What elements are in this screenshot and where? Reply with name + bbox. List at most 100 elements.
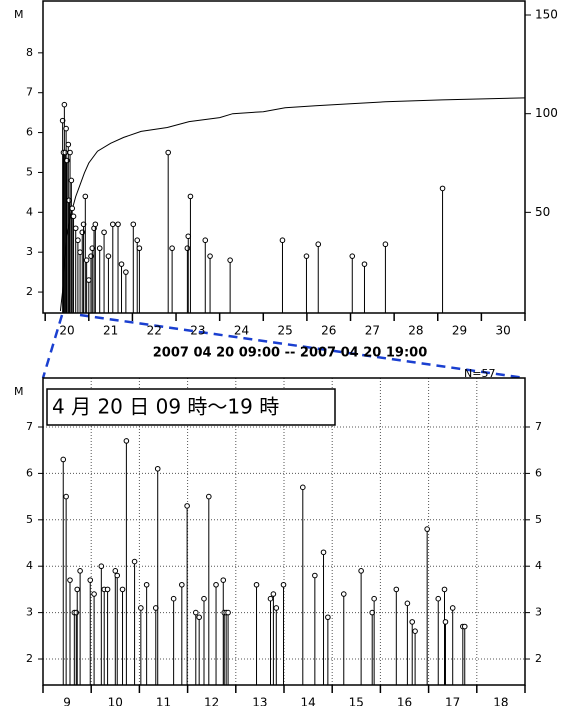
stem-marker: [184, 503, 190, 509]
stem-marker: [424, 526, 430, 532]
stem-marker: [213, 581, 219, 588]
stem-marker: [187, 193, 194, 200]
stem-marker: [112, 568, 119, 574]
stem-marker: [227, 257, 233, 263]
stem-marker: [179, 581, 185, 588]
y-tick-label: 4: [535, 559, 542, 572]
stem-marker: [87, 577, 94, 583]
y-tick-label: 6: [26, 126, 33, 139]
y-tick-label: 6: [535, 466, 542, 479]
x-tick-label: 25: [277, 324, 292, 338]
stem-marker: [165, 149, 171, 156]
stem-marker: [68, 177, 75, 184]
stem-marker: [154, 465, 161, 472]
stem-marker: [123, 269, 129, 275]
y-tick-label: 7: [26, 86, 33, 99]
stem-marker: [207, 253, 213, 259]
title-box: [46, 388, 336, 426]
stem-marker: [82, 193, 89, 200]
y-tick-label: 8: [26, 46, 33, 59]
plot-frame: [42, 377, 526, 686]
x-tick-label: 9: [63, 696, 71, 706]
stem-marker: [115, 221, 121, 228]
x-tick-label: 20: [59, 324, 74, 338]
stem-marker: [91, 591, 97, 597]
x-tick-label: 24: [234, 324, 249, 338]
stem-marker: [96, 245, 103, 252]
y-tick-label: 4: [26, 559, 33, 572]
y-tick-label: 3: [535, 606, 542, 619]
stem-marker: [315, 241, 322, 248]
stem-marker: [220, 577, 227, 583]
stem-marker: [63, 493, 69, 500]
stem-marker: [325, 614, 331, 621]
stem-marker: [371, 595, 377, 602]
y-tick-label: 2: [26, 285, 33, 298]
stem-marker: [361, 261, 368, 267]
stem-marker: [280, 581, 287, 588]
x-tick-label: 18: [493, 696, 508, 706]
plot-frame: [42, 0, 526, 314]
annotation: N=57: [464, 367, 495, 380]
chart-title: 4 月 20 日 09 時～19 時: [52, 395, 279, 419]
stem-marker: [134, 237, 141, 244]
stem-marker: [70, 213, 77, 220]
x-tick-label: 28: [408, 324, 423, 338]
stem-marker: [441, 586, 448, 593]
y-tick-label: 3: [26, 606, 33, 619]
y-tick-label: 4: [26, 205, 33, 218]
stem-marker: [409, 619, 416, 625]
x-tick-label: 21: [103, 324, 118, 338]
stem-marker: [138, 605, 144, 611]
stem-marker: [74, 586, 81, 593]
stem-marker: [170, 595, 177, 602]
stem-marker: [105, 253, 112, 259]
stem-marker: [184, 245, 191, 252]
stem-marker: [382, 241, 389, 248]
stem-marker: [66, 197, 72, 204]
x-tick-label: 29: [452, 324, 467, 338]
stem-marker: [77, 568, 83, 574]
stem-marker: [349, 253, 356, 259]
y2-tick-label: 50: [535, 205, 550, 219]
x-tick-label: 22: [147, 324, 162, 338]
stem-marker: [202, 237, 209, 244]
stem-marker: [62, 149, 69, 156]
stem-marker: [73, 609, 80, 616]
stem-marker: [83, 257, 90, 263]
y2-tick-label: 150: [535, 8, 558, 22]
x-tick-label: 27: [365, 324, 380, 338]
stem-marker: [118, 261, 125, 267]
x-axis-label: 2007 04 20 09:00 -- 2007 04 20 19:00: [153, 346, 428, 361]
stem-marker: [104, 586, 111, 593]
y-tick-label: 5: [26, 513, 33, 526]
stem-marker: [206, 493, 212, 500]
stem-marker: [449, 605, 456, 611]
x-tick-label: 14: [300, 696, 315, 706]
y2-tick-label: 100: [535, 106, 558, 120]
y-tick-label: 2: [26, 652, 33, 665]
cumulative-line: [59, 97, 526, 312]
stem-marker: [435, 595, 442, 602]
x-tick-label: 11: [156, 696, 171, 706]
stem-marker: [201, 595, 207, 602]
x-tick-label: 26: [321, 324, 336, 338]
stem-marker: [86, 277, 92, 283]
x-tick-label: 12: [204, 696, 219, 706]
stem-marker: [114, 572, 121, 579]
x-tick-label: 16: [397, 696, 412, 706]
stem-marker: [75, 237, 81, 244]
stem-marker: [61, 101, 68, 108]
y-tick-label: 2: [535, 652, 542, 665]
stem-marker: [358, 568, 364, 574]
y-tick-label: 5: [535, 513, 542, 526]
y-tick-label: 7: [26, 420, 33, 433]
stem-marker: [67, 577, 73, 583]
x-tick-label: 23: [190, 324, 205, 338]
stem-marker: [225, 609, 231, 616]
y-tick-label: 3: [26, 245, 33, 258]
x-tick-label: 10: [108, 696, 123, 706]
stem-marker: [192, 609, 199, 616]
stem-marker: [67, 149, 73, 156]
